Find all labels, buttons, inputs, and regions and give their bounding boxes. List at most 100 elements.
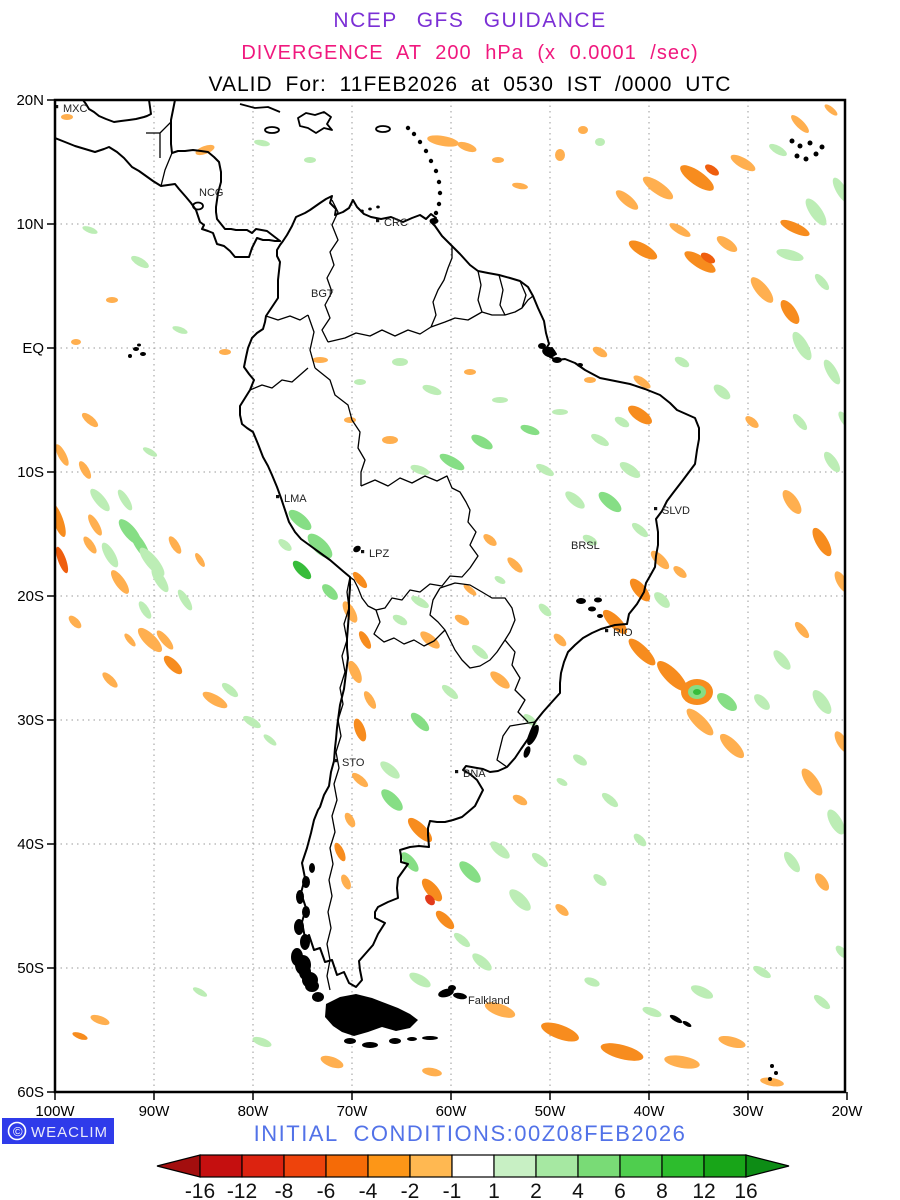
divergence-blob xyxy=(812,527,832,557)
divergence-blob xyxy=(81,412,99,428)
divergence-blob xyxy=(760,1077,784,1087)
divergence-blob xyxy=(582,534,598,546)
divergence-blob xyxy=(536,463,554,477)
colorbar-segment xyxy=(283,1154,327,1178)
island-or-lake xyxy=(813,151,819,157)
puerto-rico-island xyxy=(375,125,391,133)
divergence-blob xyxy=(813,994,831,1010)
divergence-blob xyxy=(202,691,228,709)
divergence-blob xyxy=(553,633,567,647)
colorbar-segment xyxy=(325,1154,369,1178)
divergence-blob xyxy=(459,861,481,883)
lon-tick-label: 60W xyxy=(436,1103,468,1120)
colorbar-segment xyxy=(577,1154,621,1178)
island-or-lake xyxy=(669,1014,683,1024)
divergence-blob xyxy=(598,491,622,513)
city-label-lma: LMA xyxy=(284,493,307,505)
island-or-lake xyxy=(294,919,304,935)
divergence-blob xyxy=(90,488,110,512)
colorbar-segment xyxy=(703,1154,747,1178)
divergence-blob xyxy=(552,409,568,415)
divergence-blob xyxy=(664,1055,700,1069)
divergence-blob xyxy=(600,1043,644,1061)
island-or-lake xyxy=(538,343,546,349)
island-or-lake xyxy=(360,209,364,213)
divergence-blob xyxy=(168,536,182,554)
divergence-blob xyxy=(776,248,804,262)
city-marker xyxy=(605,629,609,633)
island-or-lake xyxy=(428,158,434,164)
divergence-blob xyxy=(72,1032,88,1040)
divergence-blob xyxy=(642,176,674,200)
divergence-blob xyxy=(252,1036,272,1048)
divergence-blob xyxy=(312,357,328,363)
divergence-blob xyxy=(254,139,270,147)
divergence-blob xyxy=(492,397,508,403)
divergence-blob xyxy=(716,235,738,253)
central-america-caribbean-coast xyxy=(170,100,281,242)
divergence-blob xyxy=(823,359,841,385)
divergence-blob xyxy=(425,894,435,906)
divergence-blob xyxy=(753,965,771,979)
divergence-blob xyxy=(507,557,523,573)
divergence-blob xyxy=(628,638,656,666)
divergence-blob xyxy=(494,576,506,584)
yucatan-gulf-coast xyxy=(82,100,152,123)
city-label-bgt: BGT xyxy=(311,288,334,300)
lon-tick-label: 90W xyxy=(139,1103,171,1120)
island-or-lake xyxy=(128,354,132,358)
colorbar-tick-label: -4 xyxy=(359,1180,378,1200)
divergence-blob xyxy=(686,708,714,736)
city-label-slvd: SLVD xyxy=(662,505,690,517)
divergence-blob xyxy=(520,424,540,436)
city-layer: MXC NCG CRC BGT LMA LPZ BRSL SLVD RIO STO BNA Falkl… xyxy=(55,103,690,1007)
divergence-blob xyxy=(780,219,810,237)
lat-tick-label: 20S xyxy=(17,588,44,605)
divergence-blob xyxy=(628,240,658,260)
divergence-blob xyxy=(717,693,737,711)
divergence-blob xyxy=(101,542,119,568)
divergence-blob xyxy=(263,734,277,746)
divergence-blob xyxy=(812,690,832,714)
island-or-lake xyxy=(523,746,531,758)
divergence-blob xyxy=(693,689,701,695)
island-or-lake xyxy=(362,1042,378,1048)
divergence-blob xyxy=(754,694,770,710)
divergence-blob xyxy=(71,339,81,345)
island-or-lake xyxy=(436,201,442,207)
island-or-lake xyxy=(302,876,310,888)
divergence-blob xyxy=(593,874,607,886)
divergence-blob xyxy=(578,126,588,134)
island-or-lake xyxy=(433,210,439,216)
island-or-lake xyxy=(576,598,586,604)
lat-tick-label: 10N xyxy=(16,216,44,233)
divergence-blob xyxy=(719,733,745,759)
colorbar-tick-label: 6 xyxy=(614,1180,626,1200)
divergence-blob xyxy=(824,104,838,116)
divergence-blob xyxy=(669,223,691,237)
divergence-blob xyxy=(192,987,208,997)
divergence-blob xyxy=(471,644,489,660)
island-or-lake xyxy=(436,179,442,185)
island-or-lake xyxy=(295,955,311,975)
divergence-blob xyxy=(55,546,69,574)
divergence-blob xyxy=(454,614,470,626)
island-or-lake xyxy=(819,144,825,150)
divergence-blob xyxy=(219,349,231,355)
divergence-blob xyxy=(435,910,455,930)
city-label-rio: RIO xyxy=(613,627,633,639)
divergence-blob xyxy=(441,684,459,700)
city-label-ncg: NCG xyxy=(199,187,223,199)
island-or-lake xyxy=(376,205,380,209)
divergence-blob xyxy=(243,715,261,729)
divergence-blob xyxy=(484,1002,516,1018)
colorbar-tick-label: 16 xyxy=(734,1180,757,1200)
divergence-blob xyxy=(573,754,587,766)
city-label-crc: CRC xyxy=(384,217,408,229)
divergence-blob xyxy=(556,778,568,786)
divergence-blob xyxy=(151,567,169,593)
island-or-lake xyxy=(417,139,423,145)
divergence-blob xyxy=(90,1014,110,1026)
divergence-blob xyxy=(409,972,431,988)
lon-tick-label: 50W xyxy=(535,1103,567,1120)
